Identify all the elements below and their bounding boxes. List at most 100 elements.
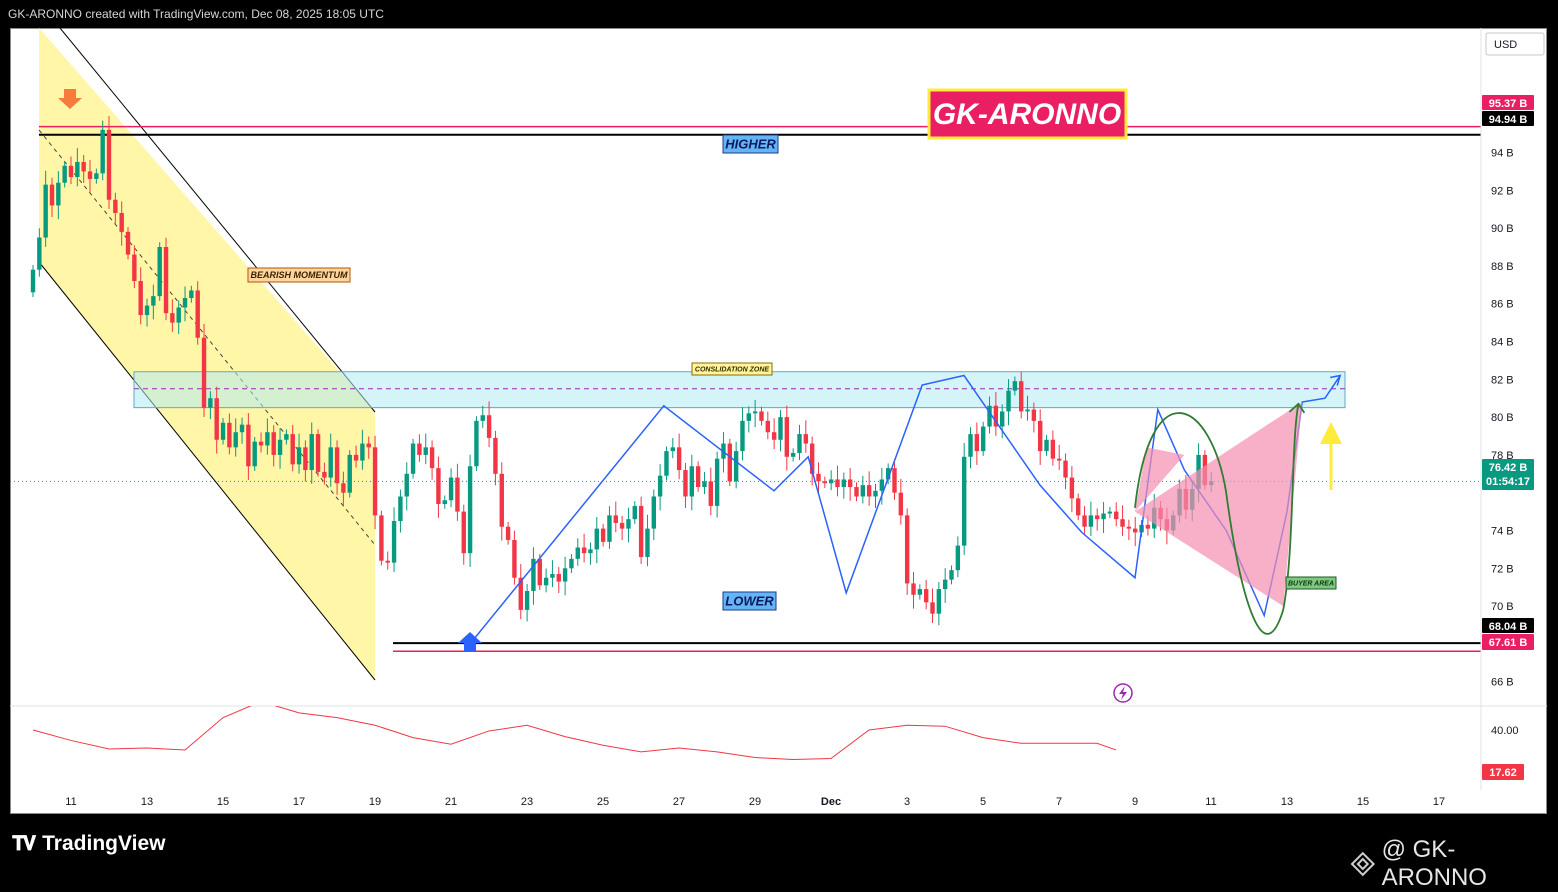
- candle-body: [594, 528, 599, 550]
- candle-body: [816, 473, 821, 482]
- candle-body: [195, 290, 200, 338]
- candle-body: [486, 415, 492, 438]
- top-bar: GK-ARONNO created with TradingView.com, …: [0, 0, 1558, 28]
- price-tag-94-94-bg: [1482, 111, 1534, 126]
- candle-body: [1069, 477, 1075, 499]
- consolidation-zone-label: CONSLIDATION ZONE: [695, 367, 769, 374]
- candle-body: [417, 443, 422, 455]
- candle-body: [930, 602, 935, 614]
- candle-body: [474, 420, 479, 467]
- x-tick-label: 27: [673, 796, 685, 808]
- candle-body: [689, 466, 694, 497]
- candle-body: [1057, 458, 1062, 461]
- candle-body: [1050, 439, 1056, 459]
- time-axis: 11 13 15 17 19 21 23 25 27 29 Dec 3 5 7 9 11 13 15 17: [65, 796, 1445, 808]
- y-tick-label: 88 B: [1491, 261, 1514, 273]
- x-tick-label: 11: [65, 796, 76, 808]
- candle-body: [353, 454, 359, 461]
- lightning-icon[interactable]: [1113, 683, 1133, 703]
- candle-body: [461, 511, 466, 554]
- price-tag-94-94: 94.94 B: [1489, 114, 1528, 126]
- candle-body: [904, 515, 910, 584]
- candle-body: [132, 254, 137, 282]
- candle-body: [949, 570, 954, 580]
- x-tick-label: 9: [1132, 796, 1138, 808]
- x-tick-label: 29: [749, 796, 761, 808]
- candle-body: [505, 526, 511, 540]
- candle-body: [75, 161, 80, 178]
- candle-body: [664, 451, 669, 476]
- candle-body: [429, 447, 435, 469]
- pink-projection-triangle: [1135, 401, 1303, 607]
- candle-body: [898, 492, 904, 516]
- candle-body: [759, 411, 764, 421]
- lower-label: LOWER: [725, 594, 774, 609]
- candle-body: [106, 129, 112, 200]
- candle-body: [1101, 513, 1106, 520]
- candle-body: [727, 443, 733, 482]
- candle-body: [94, 173, 99, 179]
- x-tick-label: 3: [904, 796, 910, 808]
- y-tick-label: 84 B: [1491, 337, 1514, 349]
- candle-body: [436, 468, 441, 505]
- candle-body: [189, 290, 194, 299]
- candle-body: [657, 475, 663, 497]
- candle-body: [157, 247, 162, 297]
- candle-body: [917, 589, 923, 595]
- candle-body: [828, 479, 834, 484]
- y-tick-label: 70 B: [1491, 601, 1514, 613]
- candle-body: [942, 579, 948, 590]
- osc-level-label: 40.00: [1491, 725, 1519, 737]
- candle-body: [1076, 498, 1081, 516]
- candle-body: [423, 447, 428, 455]
- candle-body: [233, 432, 238, 448]
- candle-body: [961, 456, 967, 546]
- candle-body: [892, 468, 897, 493]
- price-axis: 66 B 70 B 72 B 74 B 78 B 80 B 82 B 84 B 86 B 88 B…: [1491, 110, 1514, 689]
- candle-body: [955, 545, 961, 571]
- y-tick-label: 66 B: [1491, 677, 1514, 689]
- channel-mid-line: [38, 129, 376, 546]
- candle-body: [645, 528, 650, 557]
- candles: [30, 116, 1214, 626]
- buyer-path-arrow: [1288, 402, 1306, 414]
- candle-body: [296, 447, 302, 465]
- candle-body: [398, 496, 403, 522]
- x-tick-label: 5: [980, 796, 986, 808]
- candle-body: [163, 247, 169, 314]
- candle-body: [968, 434, 973, 457]
- tradingview-logo[interactable]: 𝐓𝐕 TradingView: [12, 832, 165, 856]
- y-tick-label: 86 B: [1491, 299, 1514, 311]
- candle-body: [841, 479, 847, 488]
- lower-label-box: [722, 591, 777, 611]
- y-tick-label: 90 B: [1491, 223, 1514, 235]
- bullish-arrow-icon: [1320, 422, 1342, 444]
- author-handle[interactable]: @ GK-ARONNO: [1350, 836, 1558, 892]
- candle-body: [993, 405, 999, 427]
- candle-body: [543, 577, 549, 586]
- candle-body: [809, 443, 815, 474]
- candle-body: [607, 515, 612, 542]
- candle-body: [448, 477, 454, 501]
- candle-body: [1018, 381, 1024, 412]
- header-text: GK-ARONNO created with TradingView.com, …: [8, 7, 384, 21]
- trend-arrow-head: [1330, 374, 1342, 386]
- candle-body: [1095, 515, 1100, 520]
- candle-body: [170, 313, 175, 323]
- candle-body: [246, 424, 251, 467]
- candle-body: [562, 568, 568, 582]
- higher-label: HIGHER: [725, 137, 776, 152]
- candle-body: [752, 411, 758, 414]
- oscillator-line: [32, 706, 1117, 760]
- candle-body: [201, 337, 207, 408]
- candle-body: [43, 184, 48, 238]
- candle-body: [714, 458, 720, 506]
- candle-body: [379, 515, 384, 561]
- candle-body: [328, 447, 333, 478]
- x-tick-label: 11: [1205, 796, 1216, 808]
- consolidation-zone: [133, 371, 1346, 409]
- x-tick-label: 15: [1357, 796, 1369, 808]
- osc-value-bg: [1482, 764, 1524, 780]
- candle-body: [138, 281, 143, 316]
